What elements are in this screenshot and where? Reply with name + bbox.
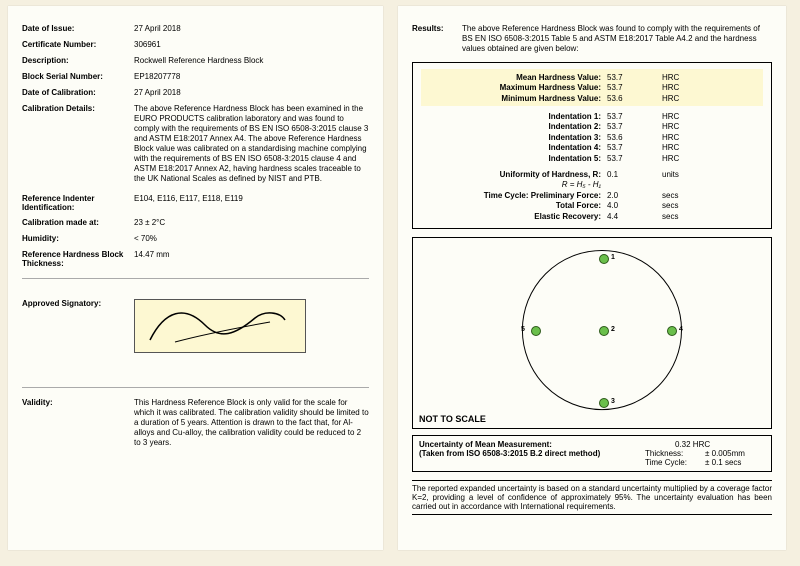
results-box: Mean Hardness Value:53.7HRC Maximum Hard…	[412, 62, 772, 229]
label: Block Serial Number:	[22, 72, 134, 82]
summary-block: Mean Hardness Value:53.7HRC Maximum Hard…	[421, 69, 763, 106]
value: This Hardness Reference Block is only va…	[134, 398, 369, 448]
signature-icon	[135, 300, 305, 352]
row-date-issue: Date of Issue: 27 April 2018	[22, 24, 369, 34]
footnote: The reported expanded uncertainty is bas…	[412, 480, 772, 515]
value: The above Reference Hardness Block was f…	[462, 24, 772, 54]
label: Validity:	[22, 398, 134, 448]
label: Humidity:	[22, 234, 134, 244]
row-date-cal: Date of Calibration: 27 April 2018	[22, 88, 369, 98]
timing-row: Total Force:4.0secs	[421, 201, 763, 210]
signature-area	[134, 299, 369, 357]
label: Calibration made at:	[22, 218, 134, 228]
label: Reference Indenter Identification:	[22, 194, 134, 212]
row-serial: Block Serial Number: EP18207778	[22, 72, 369, 82]
indent-point-2	[599, 326, 609, 336]
point-label: 5	[521, 326, 525, 333]
row-ref-indenter: Reference Indenter Identification: E104,…	[22, 194, 369, 212]
row-validity: Validity: This Hardness Reference Block …	[22, 398, 369, 448]
label: Calibration Details:	[22, 104, 134, 184]
indent-row: Indentation 2:53.7HRC	[421, 122, 763, 131]
value: 23 ± 2°C	[134, 218, 369, 228]
results-header: Results: The above Reference Hardness Bl…	[412, 24, 772, 54]
indent-row: Indentation 1:53.7HRC	[421, 112, 763, 121]
label: Approved Signatory:	[22, 299, 134, 357]
label: Reference Hardness Block Thickness:	[22, 250, 134, 268]
indent-point-5	[531, 326, 541, 336]
row-cal-details: Calibration Details: The above Reference…	[22, 104, 369, 184]
unc-row: Time Cycle: ± 0.1 secs	[419, 458, 765, 467]
unc-row: (Taken from ISO 6508-3:2015 B.2 direct m…	[419, 449, 765, 458]
row-signatory: Approved Signatory:	[22, 299, 369, 357]
indent-point-3	[599, 398, 609, 408]
divider	[22, 387, 369, 388]
uniformity-row: Uniformity of Hardness, R:0.1units	[421, 170, 763, 179]
indent-row: Indentation 5:53.7HRC	[421, 154, 763, 163]
formula-row: R = H₅ - H₁	[421, 180, 763, 189]
label: Results:	[412, 24, 462, 54]
point-label: 4	[679, 326, 683, 333]
summary-row: Maximum Hardness Value:53.7HRC	[421, 83, 763, 92]
value: 27 April 2018	[134, 24, 369, 34]
summary-row: Mean Hardness Value:53.7HRC	[421, 73, 763, 82]
row-desc: Description: Rockwell Reference Hardness…	[22, 56, 369, 66]
divider	[22, 278, 369, 279]
point-label: 1	[611, 254, 615, 261]
certificate-right-page: Results: The above Reference Hardness Bl…	[398, 6, 786, 550]
value: < 70%	[134, 234, 369, 244]
value: EP18207778	[134, 72, 369, 82]
uncertainty-box: Uncertainty of Mean Measurement: 0.32 HR…	[412, 435, 772, 472]
row-thickness: Reference Hardness Block Thickness: 14.4…	[22, 250, 369, 268]
value: E104, E116, E117, E118, E119	[134, 194, 369, 212]
indent-point-1	[599, 254, 609, 264]
indentation-diagram: 1 2 3 4 5 NOT TO SCALE	[412, 237, 772, 429]
row-cert-num: Certificate Number: 306961	[22, 40, 369, 50]
not-to-scale-label: NOT TO SCALE	[419, 414, 486, 424]
value: 306961	[134, 40, 369, 50]
value: 14.47 mm	[134, 250, 369, 268]
value: Rockwell Reference Hardness Block	[134, 56, 369, 66]
timing-row: Elastic Recovery:4.4secs	[421, 212, 763, 221]
label: Date of Calibration:	[22, 88, 134, 98]
point-label: 2	[611, 326, 615, 333]
indent-row: Indentation 3:53.6HRC	[421, 133, 763, 142]
indent-point-4	[667, 326, 677, 336]
signature-box	[134, 299, 306, 353]
point-label: 3	[611, 398, 615, 405]
row-humidity: Humidity: < 70%	[22, 234, 369, 244]
label: Date of Issue:	[22, 24, 134, 34]
value: The above Reference Hardness Block has b…	[134, 104, 369, 184]
row-cal-made: Calibration made at: 23 ± 2°C	[22, 218, 369, 228]
value: 27 April 2018	[134, 88, 369, 98]
label: Certificate Number:	[22, 40, 134, 50]
indent-row: Indentation 4:53.7HRC	[421, 143, 763, 152]
label: Description:	[22, 56, 134, 66]
diagram-svg	[413, 238, 771, 428]
timing-row: Time Cycle: Preliminary Force:2.0secs	[421, 191, 763, 200]
unc-row: Uncertainty of Mean Measurement: 0.32 HR…	[419, 440, 765, 449]
certificate-left-page: Date of Issue: 27 April 2018 Certificate…	[8, 6, 383, 550]
summary-row: Minimum Hardness Value:53.6HRC	[421, 94, 763, 103]
